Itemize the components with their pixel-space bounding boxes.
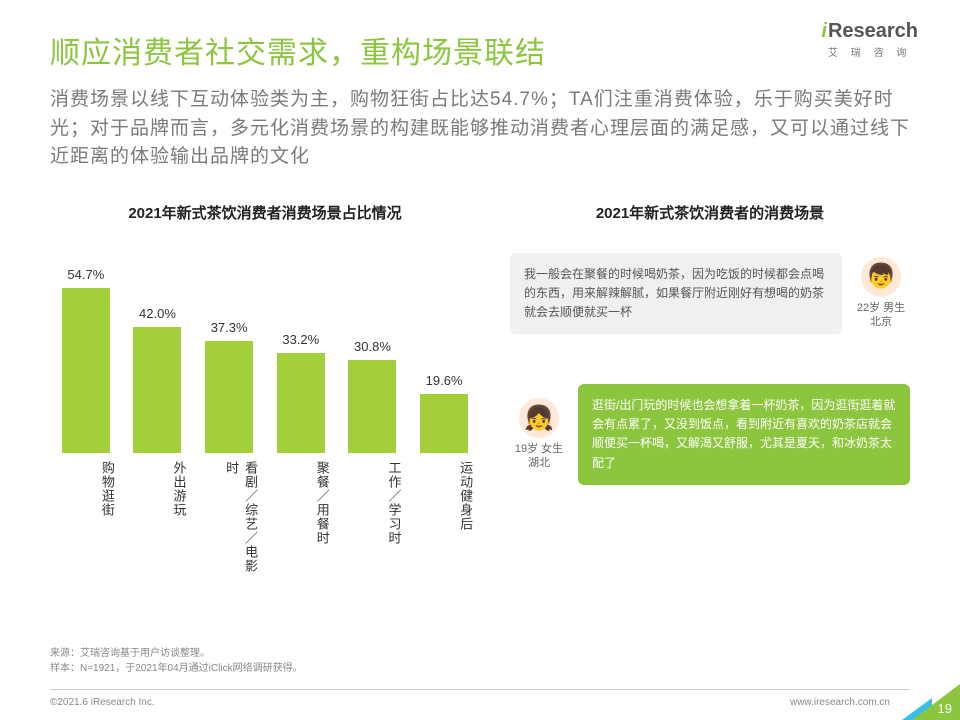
- category-4: 工作／学习时: [341, 461, 403, 581]
- bar-label-4: 30.8%: [354, 339, 391, 354]
- quote-1-age: 22岁 男生: [857, 301, 905, 315]
- bar-4: 30.8%: [341, 339, 403, 452]
- bar-rect-0: [62, 288, 110, 452]
- bar-2: 37.3%: [198, 320, 260, 453]
- bar-rect-1: [133, 327, 181, 453]
- quote-2-avatar: 👧 19岁 女生 湖北: [510, 398, 568, 471]
- bar-label-0: 54.7%: [67, 267, 104, 282]
- bar-label-2: 37.3%: [211, 320, 248, 335]
- avatar-male-icon: 👦: [861, 257, 901, 297]
- avatar-female-icon: 👧: [519, 398, 559, 438]
- right-title: 2021年新式茶饮消费者的消费场景: [510, 202, 910, 223]
- quote-2-city: 湖北: [528, 456, 550, 470]
- bar-label-3: 33.2%: [282, 332, 319, 347]
- url: www.iresearch.com.cn: [790, 697, 890, 708]
- quote-2-age: 19岁 女生: [515, 442, 563, 456]
- footnote: 来源：艾瑞咨询基于用户访谈整理。 样本：N=1921，于2021年04月通过iC…: [50, 646, 303, 676]
- divider: [50, 689, 910, 690]
- bar-5: 19.6%: [413, 373, 475, 453]
- bar-chart: 2021年新式茶饮消费者消费场景占比情况 54.7% 42.0% 37.3% 33.2…: [50, 202, 480, 581]
- page-number: 19: [938, 701, 952, 716]
- quote-1-city: 北京: [870, 315, 892, 329]
- page-subtitle: 消费场景以线下互动体验类为主，购物狂街占比达54.7%；TA们注重消费体验，乐于…: [50, 86, 910, 172]
- logo-i: i: [821, 20, 827, 43]
- bar-rect-4: [348, 360, 396, 452]
- bar-1: 42.0%: [126, 306, 188, 453]
- logo: i Research 艾 瑞 咨 询: [821, 20, 918, 59]
- category-5: 运动健身后: [413, 461, 475, 581]
- quote-2: 👧 19岁 女生 湖北 逛街/出门玩的时候也会想拿着一杯奶茶，因为逛街逛着就会有…: [510, 384, 910, 485]
- copyright: ©2021.6 iResearch Inc.: [50, 697, 155, 708]
- footnote-sample: 样本：N=1921，于2021年04月通过iClick网络调研获得。: [50, 661, 303, 676]
- bar-label-5: 19.6%: [426, 373, 463, 388]
- quote-1-avatar: 👦 22岁 男生 北京: [852, 257, 910, 330]
- page-title: 顺应消费者社交需求，重构场景联结: [50, 28, 910, 72]
- bar-0: 54.7%: [55, 267, 117, 452]
- logo-subtitle: 艾 瑞 咨 询: [821, 44, 918, 59]
- quote-2-text: 逛街/出门玩的时候也会想拿着一杯奶茶，因为逛街逛着就会有点累了，又没到饭点，看到…: [578, 384, 910, 485]
- footnote-source: 来源：艾瑞咨询基于用户访谈整理。: [50, 646, 303, 661]
- bar-rect-5: [420, 394, 468, 453]
- logo-text: Research: [828, 20, 918, 43]
- category-1: 外出游玩: [126, 461, 188, 581]
- category-0: 购物逛街: [55, 461, 117, 581]
- category-3: 聚餐／用餐时: [270, 461, 332, 581]
- bar-rect-2: [205, 341, 253, 453]
- quote-1-text: 我一般会在聚餐的时候喝奶茶，因为吃饭的时候都会点喝的东西，用来解辣解腻，如果餐厅…: [510, 253, 842, 335]
- bar-label-1: 42.0%: [139, 306, 176, 321]
- bar-rect-3: [277, 353, 325, 453]
- quote-1: 我一般会在聚餐的时候喝奶茶，因为吃饭的时候都会点喝的东西，用来解辣解腻，如果餐厅…: [510, 253, 910, 335]
- category-2: 看剧／综艺／电影时: [198, 461, 260, 581]
- corner-green-icon: [912, 684, 960, 720]
- chart-title: 2021年新式茶饮消费者消费场景占比情况: [50, 202, 480, 223]
- bar-3: 33.2%: [270, 332, 332, 453]
